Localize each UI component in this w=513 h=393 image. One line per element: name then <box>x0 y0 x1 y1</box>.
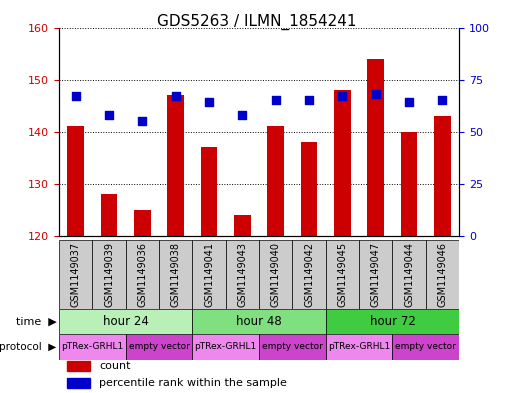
Bar <box>167 95 184 236</box>
Point <box>305 97 313 103</box>
Text: GSM1149041: GSM1149041 <box>204 242 214 307</box>
Point <box>405 99 413 106</box>
Text: GSM1149043: GSM1149043 <box>238 242 247 307</box>
Bar <box>267 127 284 236</box>
Text: pTRex-GRHL1: pTRex-GRHL1 <box>61 342 124 351</box>
Bar <box>392 240 426 309</box>
Bar <box>159 240 192 309</box>
Text: pTRex-GRHL1: pTRex-GRHL1 <box>194 342 257 351</box>
Point <box>138 118 146 124</box>
Bar <box>192 309 326 334</box>
Point <box>338 93 346 99</box>
Text: pTRex-GRHL1: pTRex-GRHL1 <box>328 342 390 351</box>
Point <box>105 112 113 118</box>
Text: empty vector: empty vector <box>396 342 456 351</box>
Point <box>271 97 280 103</box>
Bar <box>59 334 126 360</box>
Text: GSM1149038: GSM1149038 <box>171 242 181 307</box>
Bar <box>392 334 459 360</box>
Bar <box>59 309 192 334</box>
Bar <box>67 361 90 371</box>
Text: GSM1149042: GSM1149042 <box>304 242 314 307</box>
Bar <box>326 240 359 309</box>
Bar <box>126 334 192 360</box>
Bar <box>67 127 84 236</box>
Text: GSM1149047: GSM1149047 <box>371 242 381 307</box>
Text: count: count <box>99 361 130 371</box>
Text: GSM1149039: GSM1149039 <box>104 242 114 307</box>
Point <box>71 93 80 99</box>
Bar <box>326 334 392 360</box>
Bar <box>101 194 117 236</box>
Bar <box>192 240 226 309</box>
Bar <box>259 334 326 360</box>
Text: GSM1149036: GSM1149036 <box>137 242 147 307</box>
Bar <box>359 240 392 309</box>
Bar <box>126 240 159 309</box>
Bar <box>67 378 90 387</box>
Bar <box>59 240 92 309</box>
Bar <box>434 116 451 236</box>
Text: GSM1149046: GSM1149046 <box>438 242 447 307</box>
Bar <box>401 132 418 236</box>
Text: protocol  ▶: protocol ▶ <box>0 342 56 352</box>
Bar <box>134 210 151 236</box>
Text: empty vector: empty vector <box>262 342 323 351</box>
Bar <box>301 142 318 236</box>
Bar <box>192 334 259 360</box>
Bar <box>326 309 459 334</box>
Text: GSM1149037: GSM1149037 <box>71 242 81 307</box>
Text: empty vector: empty vector <box>129 342 189 351</box>
Bar <box>92 240 126 309</box>
Bar <box>334 90 351 236</box>
Text: GSM1149040: GSM1149040 <box>271 242 281 307</box>
Bar <box>234 215 251 236</box>
Text: percentile rank within the sample: percentile rank within the sample <box>99 378 287 387</box>
Text: hour 24: hour 24 <box>103 315 149 328</box>
Point <box>371 91 380 97</box>
Bar <box>259 240 292 309</box>
Text: GSM1149044: GSM1149044 <box>404 242 414 307</box>
Bar <box>367 59 384 236</box>
Bar <box>201 147 218 236</box>
Text: time  ▶: time ▶ <box>16 316 56 326</box>
Point <box>171 93 180 99</box>
Text: GDS5263 / ILMN_1854241: GDS5263 / ILMN_1854241 <box>157 14 356 30</box>
Text: hour 72: hour 72 <box>369 315 416 328</box>
Text: GSM1149045: GSM1149045 <box>338 242 347 307</box>
Point <box>205 99 213 106</box>
Bar <box>426 240 459 309</box>
Point <box>438 97 446 103</box>
Point <box>238 112 246 118</box>
Bar <box>226 240 259 309</box>
Bar <box>292 240 326 309</box>
Text: hour 48: hour 48 <box>236 315 282 328</box>
